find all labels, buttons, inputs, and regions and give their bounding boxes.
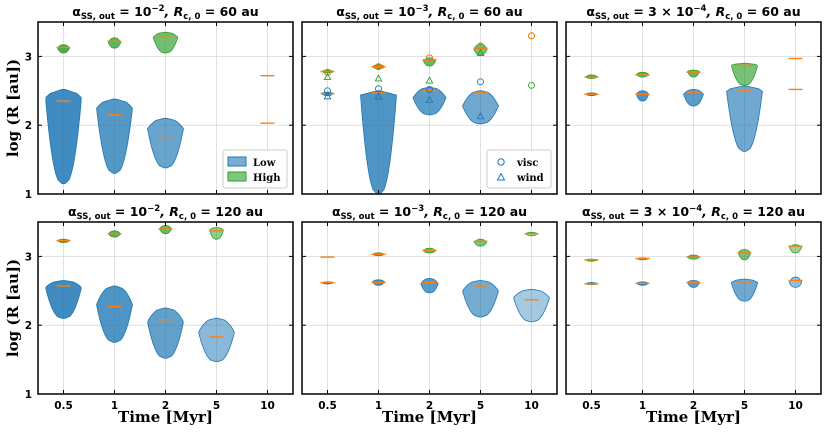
wind-marker: [476, 112, 485, 120]
xtick-label-0.5: 0.5: [582, 400, 601, 412]
visc-marker-high: [375, 63, 382, 71]
legend-panel-2: visc wind: [486, 149, 552, 189]
panel-1: 1 2 3 αSS, out = 10−2, Rc, 0 = 60 au Low High: [25, 4, 294, 201]
ytick-label: 2: [25, 120, 32, 132]
ytick-label: 3: [25, 251, 32, 263]
ylabel-row-1: log (R [au]): [4, 59, 22, 157]
xtick-label-1: 1: [111, 400, 118, 412]
low-violin-2: [683, 89, 704, 107]
low-violin-2: [147, 307, 184, 359]
wind-marker: [425, 76, 434, 84]
visc-marker: [426, 85, 433, 93]
low-violin-1: [96, 285, 133, 343]
low-violin-2: [687, 280, 700, 288]
xtick-label-2: 2: [690, 400, 697, 412]
high-violin-5: [474, 238, 487, 247]
low-violin-2: [412, 86, 447, 116]
legend-label-high: High: [253, 173, 281, 184]
wind-marker: [374, 74, 383, 82]
xtick-label-1: 1: [375, 400, 382, 412]
visc-marker: [528, 81, 535, 89]
xtick-label-5: 5: [477, 400, 484, 412]
high-violin-5: [209, 227, 224, 240]
high-violin-5: [737, 249, 752, 261]
high-violin-5: [731, 62, 758, 86]
xtick-label-2: 2: [426, 400, 433, 412]
low-violin-5: [198, 317, 235, 363]
high-violin-2: [152, 31, 179, 54]
low-violin-10: [788, 276, 803, 288]
xtick-label-1: 1: [639, 400, 646, 412]
xtick-label-10: 10: [788, 400, 803, 412]
visc-marker-high: [528, 32, 535, 40]
low-violin-1: [635, 90, 650, 102]
panel-2-title: αSS, out = 10−3, Rc, 0 = 60 au: [336, 4, 522, 22]
low-violin-5: [462, 90, 499, 125]
xlabel-col-3: Time [Myr]: [646, 408, 741, 426]
wind-marker: [323, 92, 332, 100]
low-violin-10: [513, 289, 550, 323]
wind-marker: [425, 95, 434, 103]
legend-swatch-high: [227, 171, 247, 182]
panel-1-title: αSS, out = 10−2, Rc, 0 = 60 au: [72, 4, 258, 22]
visc-marker-high: [426, 54, 433, 62]
low-violin-5: [462, 280, 499, 318]
legend-wind-icon: [496, 172, 506, 181]
panel-4-title: αSS, out = 10−2, Rc, 0 = 120 au: [68, 204, 263, 222]
low-violin-2: [147, 117, 184, 169]
xtick-label-10: 10: [260, 400, 275, 412]
low-violin-0.5: [45, 280, 82, 319]
xtick-label-0.5: 0.5: [318, 400, 337, 412]
ytick-label: 2: [25, 320, 32, 332]
low-violin-1: [360, 90, 397, 195]
panel-3-title: αSS, out = 3 × 10−4, Rc, 0 = 60 au: [586, 4, 800, 22]
high-violin-2: [687, 69, 700, 78]
legend-swatch-low: [227, 156, 247, 167]
xtick-label-2: 2: [162, 400, 169, 412]
legend-label-low: Low: [253, 158, 276, 169]
legend-label-wind: wind: [516, 173, 544, 184]
wind-marker: [476, 48, 485, 56]
panel-6: 0.5 1 2 5 10 αSS, out = 3 × 10−4, Rc, 0 = 120…: [565, 204, 822, 412]
high-violin-1: [107, 37, 122, 49]
high-violin-0.5: [57, 44, 70, 54]
panel-5-title: αSS, out = 10−3, Rc, 0 = 120 au: [332, 204, 527, 222]
xlabel-col-1: Time [Myr]: [118, 408, 213, 426]
legend-visc-icon: [497, 158, 505, 166]
visc-marker: [477, 78, 484, 86]
wind-marker: [374, 92, 383, 100]
panel-2: αSS, out = 10−3, Rc, 0 = 60 au visc wind: [301, 4, 558, 195]
visc-marker-high: [324, 68, 331, 76]
legend-label-visc: visc: [516, 158, 538, 169]
xtick-label-10: 10: [524, 400, 539, 412]
ylabel-row-2: log (R [au]): [4, 259, 22, 357]
xtick-label-5: 5: [741, 400, 748, 412]
panel-5: 0.5 1 2 5 10 αSS, out = 10−3, Rc, 0 = 120 au: [301, 204, 558, 412]
panel-3: αSS, out = 3 × 10−4, Rc, 0 = 60 au: [565, 4, 822, 195]
xlabel-col-2: Time [Myr]: [382, 408, 477, 426]
ytick-label: 1: [25, 189, 32, 201]
low-violin-5: [726, 85, 763, 152]
xtick-label-5: 5: [213, 400, 220, 412]
legend-panel-1: Low High: [222, 149, 288, 189]
panel-4: 1 2 3 0.5 1 2 5 10 αSS, out = 10−2, Rc, 0 = 120 …: [25, 204, 294, 412]
low-violin-2: [420, 278, 439, 294]
low-violin-5: [730, 278, 759, 302]
ytick-label: 1: [25, 389, 32, 401]
low-violin-0.5: [45, 89, 82, 185]
low-violin-1: [96, 98, 133, 174]
visc-marker: [375, 85, 382, 93]
ytick-label: 3: [25, 51, 32, 63]
panel-6-title: αSS, out = 3 × 10−4, Rc, 0 = 120 au: [582, 204, 805, 222]
wind-marker: [323, 72, 332, 81]
high-violin-2: [423, 57, 436, 67]
xtick-label-0.5: 0.5: [54, 400, 73, 412]
